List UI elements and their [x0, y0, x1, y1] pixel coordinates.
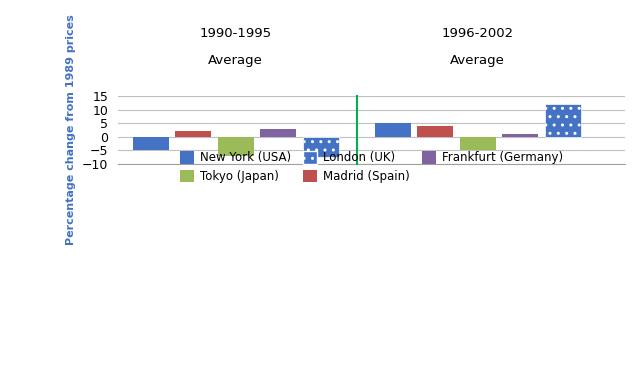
Text: 1990-1995: 1990-1995: [200, 27, 272, 40]
Bar: [132, 137, 168, 150]
Bar: [218, 137, 253, 155]
Text: Average: Average: [208, 54, 263, 67]
Legend: New York (USA), Tokyo (Japan), London (UK), Madrid (Spain), Frankfurt (Germany): New York (USA), Tokyo (Japan), London (U…: [175, 147, 568, 188]
Bar: [417, 126, 453, 137]
Bar: [502, 134, 538, 137]
Text: 1996-2002: 1996-2002: [442, 27, 514, 40]
Text: Average: Average: [451, 54, 505, 67]
Y-axis label: Percentage change from 1989 prices: Percentage change from 1989 prices: [66, 14, 76, 245]
Bar: [303, 137, 339, 157]
Bar: [460, 137, 496, 150]
Bar: [175, 131, 211, 137]
Bar: [260, 129, 296, 137]
Bar: [374, 123, 411, 137]
Bar: [545, 104, 581, 137]
